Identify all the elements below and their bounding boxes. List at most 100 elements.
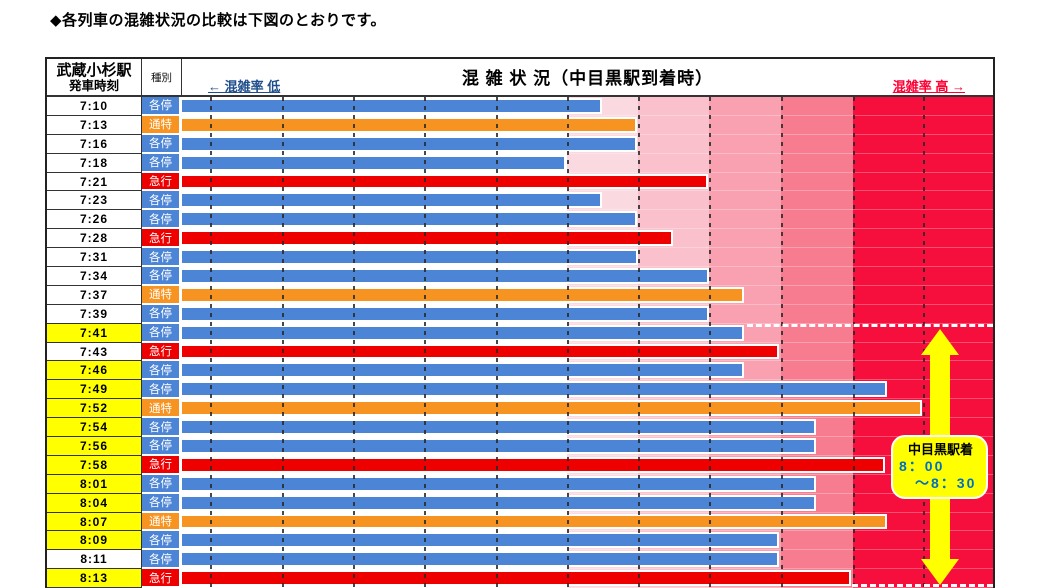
congestion-bar-cell [182, 191, 993, 211]
table-row: 7:13 通特 [47, 115, 993, 135]
departure-time-cell: 7:13 [47, 115, 142, 135]
congestion-bar [182, 400, 922, 417]
congestion-bar [182, 343, 779, 360]
congestion-bar [182, 192, 603, 209]
train-type-cell: 各停 [142, 418, 182, 438]
table-row: 7:10 各停 [47, 97, 993, 116]
train-type-cell: 各停 [142, 361, 182, 381]
table-row: 7:52 通特 [47, 399, 993, 419]
table-row: 8:13 急行 [47, 569, 993, 588]
congestion-bar [182, 494, 817, 511]
congestion-bar-cell [182, 550, 993, 570]
congestion-bar [182, 211, 637, 228]
departure-time-cell: 8:13 [47, 569, 142, 588]
page-title: ◆各列車の混雑状況の比較は下図のとおりです。 [50, 11, 387, 29]
train-type-cell: 通特 [142, 512, 182, 532]
departure-time-cell: 8:01 [47, 474, 142, 494]
chart-title: 混 雑 状 況（中目黒駅到着時） [461, 69, 714, 88]
departure-time-cell: 7:49 [47, 380, 142, 400]
train-type-cell: 各停 [142, 153, 182, 173]
congestion-bar [182, 116, 637, 133]
header-departure-time: 武蔵小杉駅 発車時刻 [47, 59, 142, 95]
table-row: 7:56 各停 [47, 437, 993, 456]
table-row: 7:16 各停 [47, 134, 993, 154]
table-row: 7:43 急行 [47, 342, 993, 362]
congestion-bar [182, 381, 887, 398]
departure-time-cell: 7:23 [47, 191, 142, 211]
departure-time-cell: 7:26 [47, 210, 142, 230]
train-type-cell: 通特 [142, 115, 182, 135]
train-type-cell: 各停 [142, 134, 182, 154]
congestion-bar-cell [182, 531, 993, 551]
congestion-bar-cell [182, 173, 993, 192]
congestion-bar [182, 230, 674, 247]
congestion-bar-cell [182, 267, 993, 286]
table-row: 8:07 通特 [47, 512, 993, 532]
congestion-bar-cell [182, 248, 993, 268]
congestion-bar [182, 173, 709, 190]
congestion-bar [182, 324, 745, 341]
table-row: 7:18 各停 [47, 153, 993, 173]
train-type-cell: 各停 [142, 493, 182, 513]
congestion-bar-cell [182, 135, 993, 154]
congestion-table: 7:10 各停 7:13 通特 7:16 各停 7:18 各停 7:21 急行 7:23 各停 7:26… [45, 57, 995, 588]
train-type-cell: 各停 [142, 323, 182, 343]
congestion-bar [182, 532, 779, 549]
departure-time-cell: 7:21 [47, 172, 142, 192]
table-row: 7:37 通特 [47, 285, 993, 305]
table-row: 7:28 急行 [47, 229, 993, 249]
train-type-cell: 急行 [142, 569, 182, 588]
departure-time-label: 発車時刻 [68, 78, 119, 93]
congestion-bar [182, 419, 817, 436]
congestion-bar-cell [182, 286, 993, 305]
table-row: 8:01 各停 [47, 474, 993, 494]
departure-time-cell: 7:16 [47, 134, 142, 154]
train-type-cell: 各停 [142, 210, 182, 230]
departure-time-cell: 8:07 [47, 512, 142, 532]
congestion-bar-cell [182, 343, 993, 362]
table-row: 7:41 各停 [47, 323, 993, 343]
congestion-bar [182, 570, 852, 587]
table-row: 7:21 急行 [47, 172, 993, 192]
train-type-cell: 急行 [142, 342, 182, 362]
congestion-bar-cell [182, 475, 993, 494]
train-type-cell: 通特 [142, 399, 182, 419]
train-type-cell: 各停 [142, 191, 182, 211]
congestion-bar-cell [182, 418, 993, 438]
train-type-cell: 各停 [142, 97, 182, 116]
congestion-bar-cell [182, 324, 993, 343]
congestion-bar [182, 551, 779, 568]
header-chart-area: 混 雑 状 況（中目黒駅到着時） ← 混雑率 低 混雑率 高 → [182, 59, 993, 95]
congestion-bar-cell [182, 305, 993, 324]
train-type-cell: 各停 [142, 267, 182, 286]
table-row: 7:46 各停 [47, 361, 993, 381]
departure-time-cell: 7:54 [47, 418, 142, 438]
table-row: 7:34 各停 [47, 267, 993, 286]
departure-time-cell: 7:41 [47, 323, 142, 343]
congestion-bar [182, 362, 745, 379]
congestion-bar [182, 135, 637, 152]
table-header: 武蔵小杉駅 発車時刻 種別 混 雑 状 況（中目黒駅到着時） ← 混雑率 低 混… [47, 59, 993, 97]
congestion-bar-cell [182, 437, 993, 456]
table-row: 7:26 各停 [47, 210, 993, 230]
congestion-bar-cell [182, 513, 993, 532]
departure-time-cell: 8:09 [47, 531, 142, 551]
train-type-cell: 各停 [142, 550, 182, 570]
table-row: 7:23 各停 [47, 191, 993, 211]
congestion-bar-cell [182, 229, 993, 249]
train-type-cell: 各停 [142, 437, 182, 456]
train-type-cell: 急行 [142, 455, 182, 475]
departure-time-cell: 7:10 [47, 97, 142, 116]
table-row: 8:04 各停 [47, 493, 993, 513]
train-type-cell: 各停 [142, 248, 182, 268]
congestion-bar [182, 475, 817, 492]
train-type-cell: 通特 [142, 285, 182, 305]
congestion-bar [182, 98, 603, 114]
congestion-bar-cell [182, 569, 993, 588]
train-type-cell: 各停 [142, 531, 182, 551]
departure-time-cell: 7:37 [47, 285, 142, 305]
congestion-bar [182, 456, 886, 473]
header-train-type: 種別 [142, 59, 182, 95]
congestion-bar-cell [182, 494, 993, 513]
